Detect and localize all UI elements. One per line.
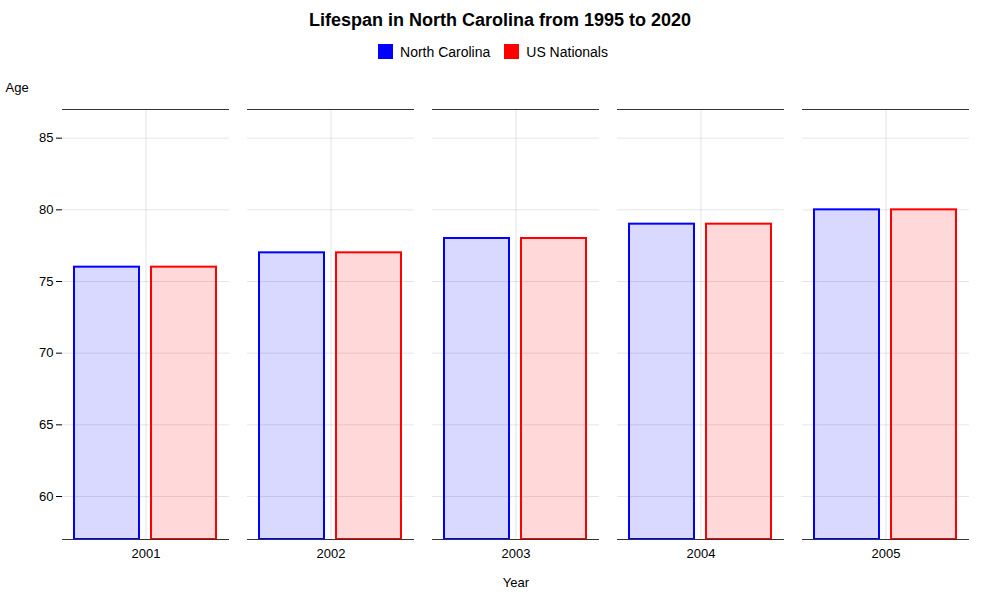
svg-text:2001: 2001: [132, 546, 161, 561]
svg-text:Age: Age: [6, 80, 29, 95]
svg-text:70: 70: [39, 345, 53, 360]
html-text:US Nationals: US Nationals: [526, 43, 608, 60]
svg-text:60: 60: [39, 489, 53, 504]
svg-text:85: 85: [39, 130, 53, 145]
svg-text:80: 80: [39, 202, 53, 217]
svg-text:2005: 2005: [872, 546, 901, 561]
svg-text:2003: 2003: [502, 546, 531, 561]
svg-text:65: 65: [39, 417, 53, 432]
svg-text:2002: 2002: [317, 546, 346, 561]
svg-text:Year: Year: [503, 575, 530, 590]
svg-text:2004: 2004: [687, 546, 716, 561]
svg-text:75: 75: [39, 274, 53, 289]
html-text:North Carolina: North Carolina: [400, 43, 491, 60]
html-text:Lifespan in North Carolina fro: Lifespan in North Carolina from 1995 to …: [308, 10, 691, 30]
